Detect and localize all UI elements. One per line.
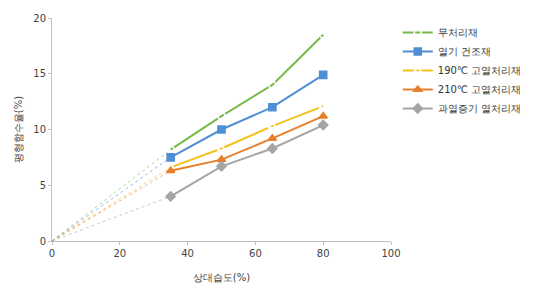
svg-text:100: 100 <box>381 248 400 259</box>
svg-text:5: 5 <box>40 180 46 191</box>
svg-text:열기 건조재: 열기 건조재 <box>438 46 491 57</box>
svg-text:평형함수율(%): 평형함수율(%) <box>13 96 24 163</box>
svg-text:15: 15 <box>33 68 46 79</box>
svg-text:10: 10 <box>33 124 46 135</box>
svg-text:40: 40 <box>181 248 194 259</box>
svg-text:과열증기 열처리재: 과열증기 열처리재 <box>438 103 521 114</box>
svg-text:상대습도(%): 상대습도(%) <box>193 272 250 283</box>
svg-text:20: 20 <box>113 248 126 259</box>
svg-text:60: 60 <box>249 248 262 259</box>
svg-text:80: 80 <box>317 248 330 259</box>
svg-text:20: 20 <box>33 13 46 24</box>
svg-text:190℃ 고열처리재: 190℃ 고열처리재 <box>438 65 522 76</box>
svg-text:0: 0 <box>49 248 55 259</box>
svg-text:무처리재: 무처리재 <box>438 27 478 38</box>
svg-text:0: 0 <box>40 236 46 247</box>
svg-text:210℃ 고열처리재: 210℃ 고열처리재 <box>438 84 522 95</box>
